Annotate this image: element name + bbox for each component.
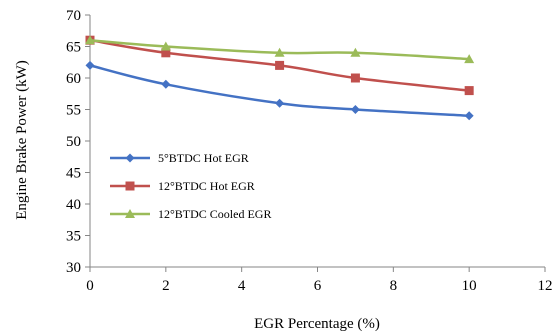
x-tick-label: 12 — [538, 278, 553, 294]
legend: 5°BTDC Hot EGR 12°BTDC Hot EGR 12°BTDC Coo… — [110, 151, 271, 221]
y-tick-label: 30 — [66, 260, 81, 276]
legend-entry: 12°BTDC Hot EGR — [110, 179, 255, 193]
data-point — [275, 60, 285, 70]
data-point — [350, 73, 360, 83]
data-point — [464, 111, 474, 121]
y-tick-label: 40 — [66, 197, 81, 213]
data-point — [161, 48, 171, 58]
legend-marker — [125, 181, 135, 191]
y-tick-label: 45 — [66, 166, 81, 182]
y-tick-label: 35 — [66, 229, 81, 245]
x-tick-label: 10 — [462, 278, 477, 294]
y-tick-label: 55 — [66, 103, 81, 119]
y-axis-title: Engine Brake Power (kW) — [14, 60, 30, 220]
data-point — [161, 79, 171, 89]
series-line — [89, 64, 470, 118]
legend-marker — [125, 153, 135, 163]
legend-entry: 5°BTDC Hot EGR — [110, 151, 249, 165]
data-point — [350, 47, 361, 57]
x-tick-label: 4 — [238, 278, 246, 294]
y-tick-label: 65 — [66, 40, 81, 56]
data-point — [274, 47, 285, 57]
legend-marker — [125, 209, 135, 218]
data-point — [160, 41, 171, 51]
data-point — [85, 35, 95, 45]
x-tick-label: 6 — [314, 278, 322, 294]
series-layer — [85, 35, 475, 121]
legend-label: 12°BTDC Hot EGR — [158, 179, 255, 193]
axes: 30 35 40 45 50 55 60 65 70 0 2 4 6 8 10 12 — [66, 8, 553, 294]
x-tick-label: 8 — [390, 278, 398, 294]
y-tick-label: 70 — [66, 8, 81, 24]
data-point — [464, 86, 474, 96]
legend-entry: 12°BTDC Cooled EGR — [110, 207, 271, 221]
data-point — [85, 60, 95, 70]
data-point — [350, 105, 360, 114]
x-tick-label: 2 — [162, 278, 170, 294]
series-3 — [85, 35, 475, 64]
data-point — [275, 98, 285, 108]
y-tick-label: 50 — [66, 134, 81, 150]
legend-label: 12°BTDC Cooled EGR — [158, 207, 271, 221]
legend-label: 5°BTDC Hot EGR — [158, 151, 249, 165]
data-point — [464, 54, 475, 64]
y-tick-label: 60 — [66, 71, 81, 87]
series-1 — [85, 60, 474, 121]
x-axis-title: EGR Percentage (%) — [254, 316, 380, 332]
x-tick-label: 0 — [86, 278, 94, 294]
